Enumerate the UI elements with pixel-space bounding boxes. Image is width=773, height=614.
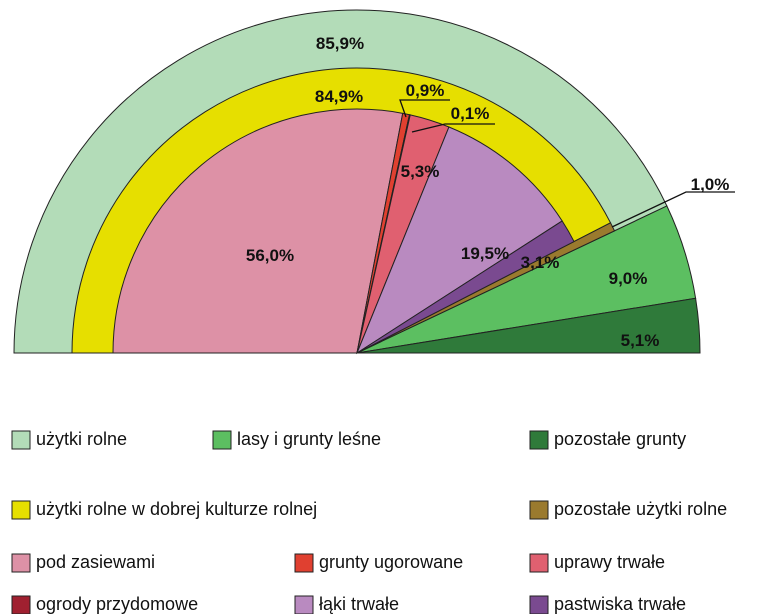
value-label: 56,0%: [246, 246, 294, 265]
legend-label: ogrody przydomowe: [36, 594, 198, 614]
legend-label: użytki rolne: [36, 429, 127, 449]
legend-swatch: [212, 430, 232, 450]
value-label: 0,9%: [406, 81, 445, 100]
legend-swatch: [11, 500, 31, 520]
value-label: 3,1%: [521, 253, 560, 272]
legend-label: pozostałe grunty: [554, 429, 686, 449]
leader-line: [399, 99, 450, 118]
legend-swatch: [529, 553, 549, 573]
value-label: 85,9%: [316, 34, 364, 53]
legend-label: pozostałe użytki rolne: [554, 499, 727, 519]
value-label: 1,0%: [691, 175, 730, 194]
legend-swatch: [529, 430, 549, 450]
value-label: 0,1%: [451, 104, 490, 123]
pie-slice: [112, 108, 404, 354]
legend-swatch: [529, 500, 549, 520]
legend-label: łąki trwałe: [319, 594, 399, 614]
value-label: 84,9%: [315, 87, 363, 106]
legend-swatch: [294, 595, 314, 614]
leader-line: [411, 123, 495, 133]
pie-slice: [356, 297, 701, 354]
value-label: 19,5%: [461, 244, 509, 263]
legend-swatch: [529, 595, 549, 614]
legend-swatch: [11, 553, 31, 573]
legend-label: pastwiska trwałe: [554, 594, 686, 614]
legend-swatch: [294, 553, 314, 573]
legend-label: lasy i grunty leśne: [237, 429, 381, 449]
value-label: 5,3%: [401, 162, 440, 181]
value-label: 9,0%: [609, 269, 648, 288]
legend-swatch: [11, 595, 31, 614]
pie-slice: [356, 220, 575, 354]
legend-label: grunty ugorowane: [319, 552, 463, 572]
leader-line: [611, 191, 735, 228]
legend-label: użytki rolne w dobrej kulturze rolnej: [36, 499, 317, 519]
legend-swatch: [11, 430, 31, 450]
legend-label: pod zasiewami: [36, 552, 155, 572]
value-label: 5,1%: [621, 331, 660, 350]
pie-slice: [355, 126, 563, 355]
legend-label: uprawy trwałe: [554, 552, 665, 572]
